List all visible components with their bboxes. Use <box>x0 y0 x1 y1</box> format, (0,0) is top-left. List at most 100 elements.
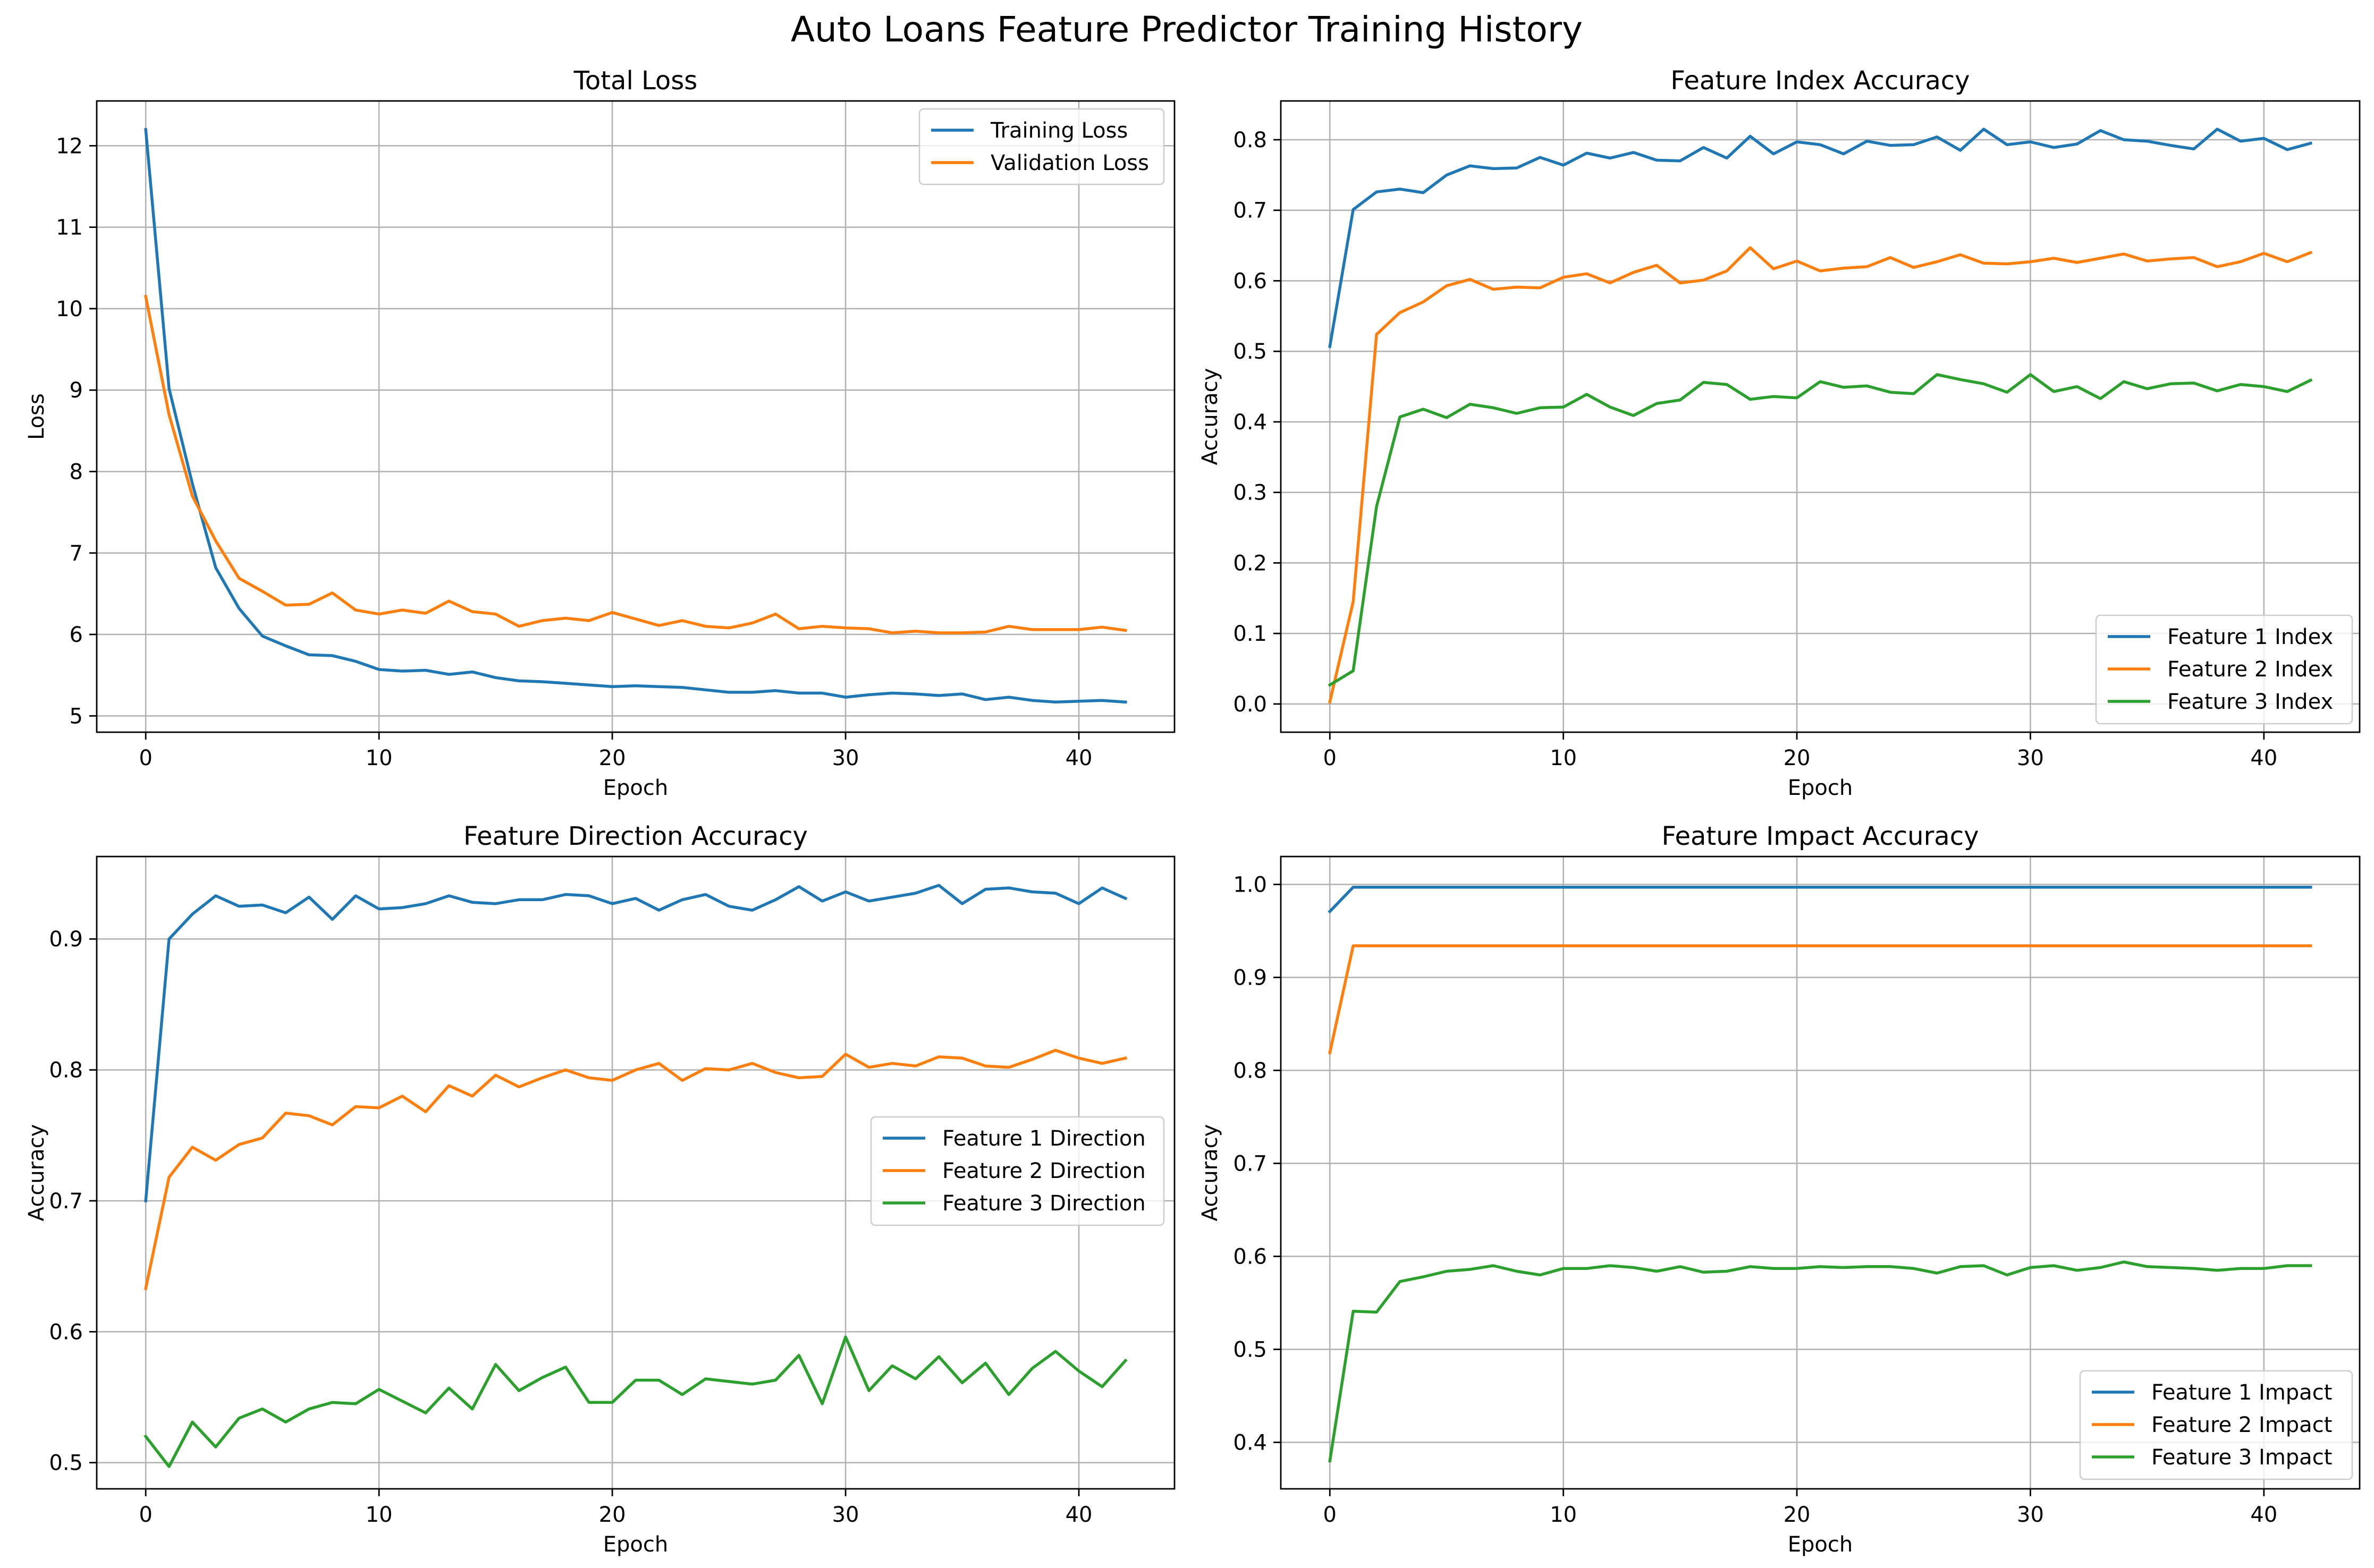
y-axis-label: Accuracy <box>24 1124 49 1222</box>
y-axis-ticks: 0.0 0.1 0.2 0.3 0.4 0.5 0.6 0.7 0.8 <box>1233 128 1281 717</box>
x-tick-label: 20 <box>599 746 626 770</box>
series-line-3 <box>143 1335 1128 1468</box>
legend-entry: Feature 1 Index <box>2108 625 2333 649</box>
legend-label: Feature 2 Index <box>2167 657 2333 682</box>
subplot-title: Feature Index Accuracy <box>1670 66 1970 96</box>
y-tick-label: 0.5 <box>1233 340 1267 364</box>
legend-label: Training Loss <box>990 118 1128 143</box>
y-tick-label: 0.1 <box>1233 622 1267 646</box>
legend-label: Feature 1 Direction <box>942 1126 1146 1151</box>
legend-frame <box>2095 614 2353 725</box>
series-line-2 <box>1328 246 2313 704</box>
x-tick-label: 40 <box>1066 1503 1093 1527</box>
y-axis-ticks: 5 6 7 8 9 10 11 12 <box>56 134 97 728</box>
subplot-grid: Total Loss 0 10 20 30 40 5 6 7 8 9 10 11 12 Epoch Loss T… <box>24 66 2361 1557</box>
subplot-2: Feature Index Accuracy 0 10 20 30 40 0.0 0.1 0.2… <box>1198 66 2361 800</box>
x-tick-label: 30 <box>2017 746 2044 770</box>
y-axis-label: Loss <box>24 393 49 440</box>
legend-label: Feature 3 Direction <box>942 1191 1146 1216</box>
series-line-3 <box>1328 1260 2312 1463</box>
x-tick-label: 0 <box>1323 1503 1337 1527</box>
x-axis-label: Epoch <box>1788 1532 1853 1557</box>
y-tick-label: 0.7 <box>1233 199 1267 223</box>
x-tick-label: 40 <box>1066 746 1093 770</box>
axes-frame <box>96 855 1176 1490</box>
y-tick-label: 0.8 <box>1233 128 1267 152</box>
legend-label: Feature 3 Index <box>2167 690 2333 714</box>
y-tick-label: 6 <box>70 623 83 647</box>
x-tick-label: 10 <box>1550 1503 1577 1527</box>
x-tick-label: 40 <box>2250 1503 2277 1527</box>
y-tick-label: 12 <box>56 134 83 158</box>
x-tick-label: 20 <box>599 1503 626 1527</box>
x-tick-label: 10 <box>1550 746 1577 770</box>
series-lines <box>143 884 1128 1468</box>
subplot-title: Total Loss <box>573 66 698 96</box>
y-tick-label: 0.4 <box>1233 1431 1267 1455</box>
legend-entry: Feature 2 Direction <box>883 1159 1146 1183</box>
legend-entry: Feature 1 Impact <box>2092 1380 2332 1405</box>
y-tick-label: 9 <box>70 378 83 403</box>
y-tick-label: 0.0 <box>1233 692 1267 717</box>
legend: Feature 1 Index Feature 2 Index Feature 3 … <box>2095 614 2353 725</box>
series-line-2 <box>143 294 1127 634</box>
series-line-1 <box>144 128 1127 704</box>
y-tick-label: 0.8 <box>49 1058 83 1083</box>
x-axis-label: Epoch <box>603 1532 668 1557</box>
x-tick-label: 0 <box>139 1503 152 1527</box>
y-tick-label: 0.7 <box>49 1189 83 1214</box>
x-tick-label: 30 <box>832 746 859 770</box>
series-line-1 <box>144 884 1128 1202</box>
legend-frame <box>870 1116 1165 1226</box>
y-axis-ticks: 0.4 0.5 0.6 0.7 0.8 0.9 1.0 <box>1233 873 1281 1455</box>
y-tick-label: 5 <box>70 704 83 728</box>
y-tick-label: 0.5 <box>49 1451 83 1476</box>
legend-label: Feature 2 Direction <box>942 1159 1146 1183</box>
x-tick-label: 0 <box>1323 746 1337 770</box>
legend-entry: Feature 3 Impact <box>2092 1445 2332 1470</box>
legend-entry: Feature 2 Index <box>2108 657 2333 682</box>
y-tick-label: 0.4 <box>1233 410 1267 435</box>
y-tick-label: 10 <box>56 297 83 321</box>
x-tick-label: 40 <box>2250 746 2277 770</box>
x-axis-ticks: 0 10 20 30 40 <box>1323 1489 2277 1527</box>
legend: Feature 1 Direction Feature 2 Direction Fe… <box>870 1116 1165 1226</box>
legend-label: Feature 1 Index <box>2167 625 2333 649</box>
x-axis-ticks: 0 10 20 30 40 <box>139 732 1092 770</box>
x-axis-label: Epoch <box>1788 776 1853 800</box>
series-lines <box>1328 128 2313 704</box>
legend-label: Feature 1 Impact <box>2151 1380 2332 1405</box>
y-tick-label: 0.6 <box>1233 1245 1267 1269</box>
x-tick-label: 10 <box>366 746 393 770</box>
x-tick-label: 10 <box>366 1503 393 1527</box>
y-tick-label: 7 <box>70 541 83 566</box>
legend-label: Feature 3 Impact <box>2151 1445 2332 1470</box>
legend-entry: Feature 1 Direction <box>883 1126 1146 1151</box>
y-tick-label: 0.5 <box>1233 1338 1267 1362</box>
x-tick-label: 20 <box>1784 1503 1811 1527</box>
x-tick-label: 20 <box>1784 746 1811 770</box>
series-line-2 <box>1328 944 2312 1055</box>
legend-entry: Feature 2 Impact <box>2092 1413 2332 1437</box>
legend: Feature 1 Impact Feature 2 Impact Feature … <box>2079 1370 2353 1480</box>
y-tick-label: 0.3 <box>1233 481 1267 505</box>
y-tick-label: 0.6 <box>49 1320 83 1344</box>
legend: Training Loss Validation Loss <box>918 108 1165 185</box>
y-tick-label: 1.0 <box>1233 873 1267 897</box>
legend-frame <box>2079 1370 2353 1480</box>
y-tick-label: 8 <box>70 460 83 484</box>
series-line-2 <box>143 1048 1128 1291</box>
gridlines <box>97 101 1175 732</box>
series-lines <box>1328 886 2312 1463</box>
y-tick-label: 0.6 <box>1233 269 1267 293</box>
legend-entry: Feature 3 Direction <box>883 1191 1146 1216</box>
x-tick-label: 0 <box>139 746 152 770</box>
subplot-title: Feature Impact Accuracy <box>1661 821 1979 851</box>
legend-entry: Validation Loss <box>931 151 1149 175</box>
subplot-1: Total Loss 0 10 20 30 40 5 6 7 8 9 10 11 12 Epoch Loss T… <box>24 66 1176 800</box>
legend-entry: Training Loss <box>931 118 1128 143</box>
legend-entry: Feature 3 Index <box>2108 690 2333 714</box>
subplot-title: Feature Direction Accuracy <box>463 821 808 851</box>
